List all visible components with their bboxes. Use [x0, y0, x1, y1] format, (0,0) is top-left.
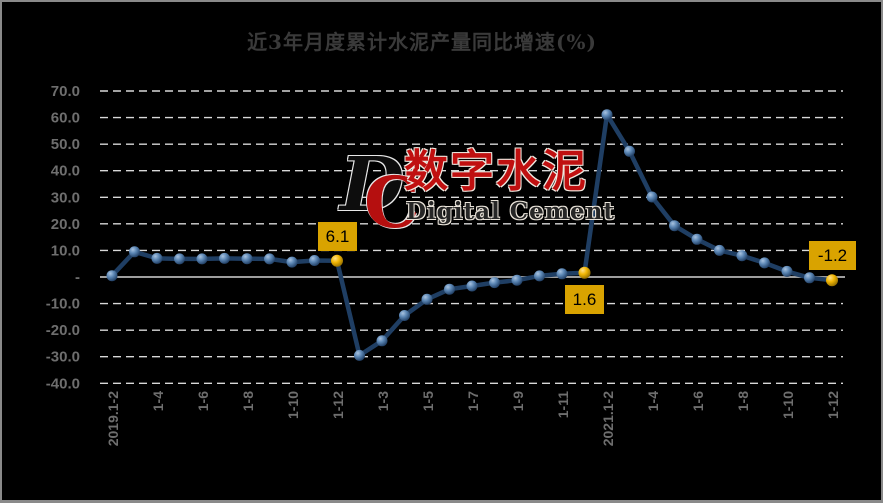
data-point-marker — [196, 253, 208, 265]
data-point-marker — [466, 280, 478, 292]
x-axis-tick-label: 1-5 — [420, 391, 436, 411]
y-axis-tick-label: 40.0 — [51, 163, 80, 180]
series-line — [109, 112, 835, 358]
data-point-marker — [736, 250, 748, 262]
data-point-marker-highlight — [578, 266, 591, 279]
data-point-marker — [511, 274, 523, 286]
x-axis-tick-label: 1-6 — [690, 391, 706, 411]
y-axis-tick-label: 20.0 — [51, 216, 80, 233]
x-axis-tick-label: 1-8 — [735, 391, 751, 411]
y-axis-tick-label: -30.0 — [46, 349, 80, 366]
data-point-marker — [444, 283, 455, 295]
data-point-marker-highlight — [331, 254, 343, 267]
data-point-marker — [714, 244, 725, 256]
data-point-marker — [151, 252, 163, 264]
y-axis-tick-label: - — [75, 269, 80, 286]
data-point-marker — [489, 277, 500, 289]
y-axis-tick-label: 10.0 — [51, 242, 80, 259]
data-point-marker-highlight — [826, 274, 838, 287]
data-point-marker — [669, 220, 680, 232]
y-axis-tick-label: -10.0 — [46, 296, 80, 313]
data-point-marker — [804, 272, 815, 284]
data-point-marker — [399, 310, 410, 321]
data-point-marker — [174, 253, 185, 265]
data-label: -1.2 — [809, 241, 856, 270]
data-point-marker — [241, 253, 253, 265]
data-label: 6.1 — [318, 222, 357, 251]
data-point-marker — [624, 145, 635, 157]
data-point-marker — [691, 233, 703, 245]
chart-title: 近3年月度累计水泥产量同比增速(%) — [247, 30, 597, 54]
x-axis-tick-label: 1-12 — [825, 391, 841, 419]
data-point-marker — [646, 191, 658, 203]
data-point-marker — [129, 246, 140, 258]
y-axis-tick-label: 70.0 — [51, 83, 80, 100]
y-axis-tick-label: -40.0 — [46, 375, 80, 392]
data-point-marker — [781, 265, 793, 277]
y-axis-tick-label: 30.0 — [51, 189, 80, 206]
data-point-marker — [106, 270, 118, 282]
x-axis-tick-label: 1-4 — [150, 391, 166, 411]
x-axis-tick-label: 1-10 — [285, 391, 301, 419]
y-axis-tick-label: -20.0 — [46, 322, 80, 339]
x-axis-tick-label: 1-11 — [555, 391, 571, 418]
y-axis-tick-label: 60.0 — [51, 110, 80, 127]
x-axis-tick-label: 1-12 — [330, 391, 346, 419]
x-axis-tick-label: 1-9 — [510, 391, 526, 411]
data-point-marker — [534, 270, 545, 282]
data-point-marker — [421, 293, 433, 305]
data-point-marker — [601, 109, 613, 121]
x-axis-tick-label: 1-4 — [645, 391, 661, 411]
x-axis-tick-label: 1-7 — [465, 391, 481, 411]
x-axis-tick-label: 1-6 — [195, 391, 211, 411]
data-point-marker — [309, 255, 320, 266]
data-point-marker — [556, 268, 568, 280]
x-axis-tick-label: 1-8 — [240, 391, 256, 411]
data-label: 1.6 — [565, 285, 604, 314]
x-axis-tick-label: 2021.1-2 — [600, 391, 616, 446]
data-point-marker — [376, 335, 388, 347]
data-point-marker — [759, 257, 770, 269]
data-point-marker — [286, 256, 298, 268]
data-point-marker — [264, 253, 275, 265]
x-axis-tick-label: 2019.1-2 — [105, 391, 121, 446]
x-axis-tick-label: 1-10 — [780, 391, 796, 419]
x-axis-tick-label: 1-3 — [375, 391, 391, 411]
data-point-marker — [219, 252, 230, 264]
y-axis-tick-label: 50.0 — [51, 136, 80, 153]
data-point-marker — [354, 349, 365, 361]
